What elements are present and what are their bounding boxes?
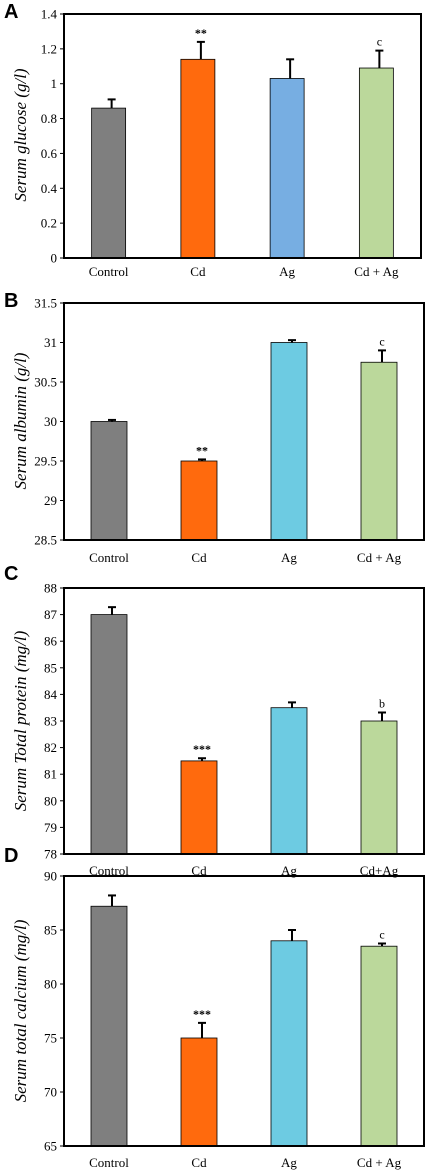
y-tick-label-c-5: 83 — [44, 714, 57, 729]
x-tick-label-a-1: Cd — [190, 264, 206, 279]
x-tick-label-c-3: Cd+Ag — [360, 863, 399, 878]
plot-frame-a — [63, 13, 422, 259]
x-tick-label-d-2: Ag — [281, 1155, 297, 1170]
x-tick-label-c-0: Control — [89, 863, 129, 878]
y-tick-label-b-5: 31 — [44, 335, 57, 350]
bar-b-3 — [360, 361, 398, 541]
bar-c-2 — [270, 707, 308, 855]
x-tick-label-b-2: Ag — [281, 550, 297, 565]
bar-b-1 — [180, 460, 218, 541]
significance-label-c-1: *** — [193, 742, 211, 756]
significance-label-b-3: c — [379, 334, 384, 348]
y-tick-label-a-5: 1 — [51, 76, 58, 91]
y-tick-label-d-0: 65 — [44, 1139, 57, 1154]
significance-label-a-3: c — [377, 35, 382, 49]
y-tick-label-d-5: 90 — [44, 869, 57, 884]
y-tick-label-b-4: 30.5 — [34, 375, 57, 390]
plot-frame-c — [63, 587, 425, 855]
bar-a-1 — [180, 58, 216, 259]
panel-letter-c: C — [4, 563, 18, 585]
bar-a-2 — [269, 78, 305, 259]
plot-frame-b — [63, 302, 425, 541]
y-tick-label-c-10: 88 — [44, 581, 57, 596]
x-tick-label-c-2: Ag — [281, 863, 297, 878]
y-tick-label-d-2: 75 — [44, 1031, 57, 1046]
significance-label-c-3: b — [379, 696, 385, 710]
y-tick-label-c-3: 81 — [44, 767, 57, 782]
bar-d-3 — [360, 945, 398, 1147]
bar-d-0 — [90, 905, 128, 1147]
panel-letter-a: A — [4, 1, 18, 23]
y-axis-title-d: Serum total calcium (mg/l) — [11, 919, 30, 1102]
y-tick-label-a-6: 1.2 — [41, 41, 57, 56]
y-tick-label-a-7: 1.4 — [41, 7, 58, 22]
bar-d-2 — [270, 940, 308, 1147]
y-tick-label-d-3: 80 — [44, 977, 57, 992]
significance-label-b-1: ** — [196, 443, 208, 457]
y-axis-title-a: Serum glucose (g/l) — [11, 68, 30, 201]
bar-c-3 — [360, 720, 398, 855]
x-tick-label-b-1: Cd — [191, 550, 207, 565]
x-tick-label-c-1: Cd — [191, 863, 207, 878]
y-tick-label-c-8: 86 — [44, 634, 58, 649]
y-tick-label-c-9: 87 — [44, 607, 58, 622]
panel-letter-b: B — [4, 290, 18, 312]
bar-b-0 — [90, 421, 128, 541]
y-tick-label-b-2: 29.5 — [34, 454, 57, 469]
x-tick-label-d-0: Control — [89, 1155, 129, 1170]
x-tick-label-d-1: Cd — [191, 1155, 207, 1170]
bar-c-1 — [180, 760, 218, 855]
y-tick-label-b-6: 31.5 — [34, 296, 57, 311]
y-tick-label-a-4: 0.8 — [41, 111, 57, 126]
x-tick-label-b-0: Control — [89, 550, 129, 565]
y-tick-label-b-1: 29 — [44, 493, 57, 508]
y-tick-label-d-1: 70 — [44, 1085, 57, 1100]
y-tick-label-c-2: 80 — [44, 793, 57, 808]
y-tick-label-a-1: 0.2 — [41, 216, 57, 231]
y-tick-label-b-3: 30 — [44, 414, 57, 429]
y-tick-label-b-0: 28.5 — [34, 533, 57, 548]
y-tick-label-a-0: 0 — [51, 251, 58, 266]
y-tick-label-c-4: 82 — [44, 740, 57, 755]
panel-letter-d: D — [4, 845, 18, 867]
x-tick-label-a-0: Control — [89, 264, 129, 279]
y-tick-label-c-0: 78 — [44, 847, 57, 862]
x-tick-label-a-2: Ag — [279, 264, 295, 279]
plot-frame-d — [63, 875, 425, 1147]
significance-label-d-3: c — [379, 928, 384, 942]
y-tick-label-c-1: 79 — [44, 820, 57, 835]
y-tick-label-c-6: 84 — [44, 687, 58, 702]
y-tick-label-a-3: 0.6 — [41, 146, 58, 161]
y-tick-label-d-4: 85 — [44, 923, 57, 938]
significance-label-a-1: ** — [195, 26, 207, 40]
x-tick-label-d-3: Cd + Ag — [357, 1155, 402, 1170]
y-axis-title-b: Serum albumin (g/l) — [11, 352, 30, 489]
y-axis-title-c: Serum Total protein (mg/l) — [11, 630, 30, 811]
x-tick-label-a-3: Cd + Ag — [354, 264, 399, 279]
y-tick-label-c-7: 85 — [44, 660, 57, 675]
bar-d-1 — [180, 1037, 218, 1147]
bar-a-0 — [91, 107, 127, 259]
bar-b-2 — [270, 342, 308, 541]
y-tick-label-a-2: 0.4 — [41, 181, 58, 196]
bar-c-0 — [90, 614, 128, 855]
bar-a-3 — [358, 67, 394, 259]
significance-label-d-1: *** — [193, 1007, 211, 1021]
x-tick-label-b-3: Cd + Ag — [357, 550, 402, 565]
